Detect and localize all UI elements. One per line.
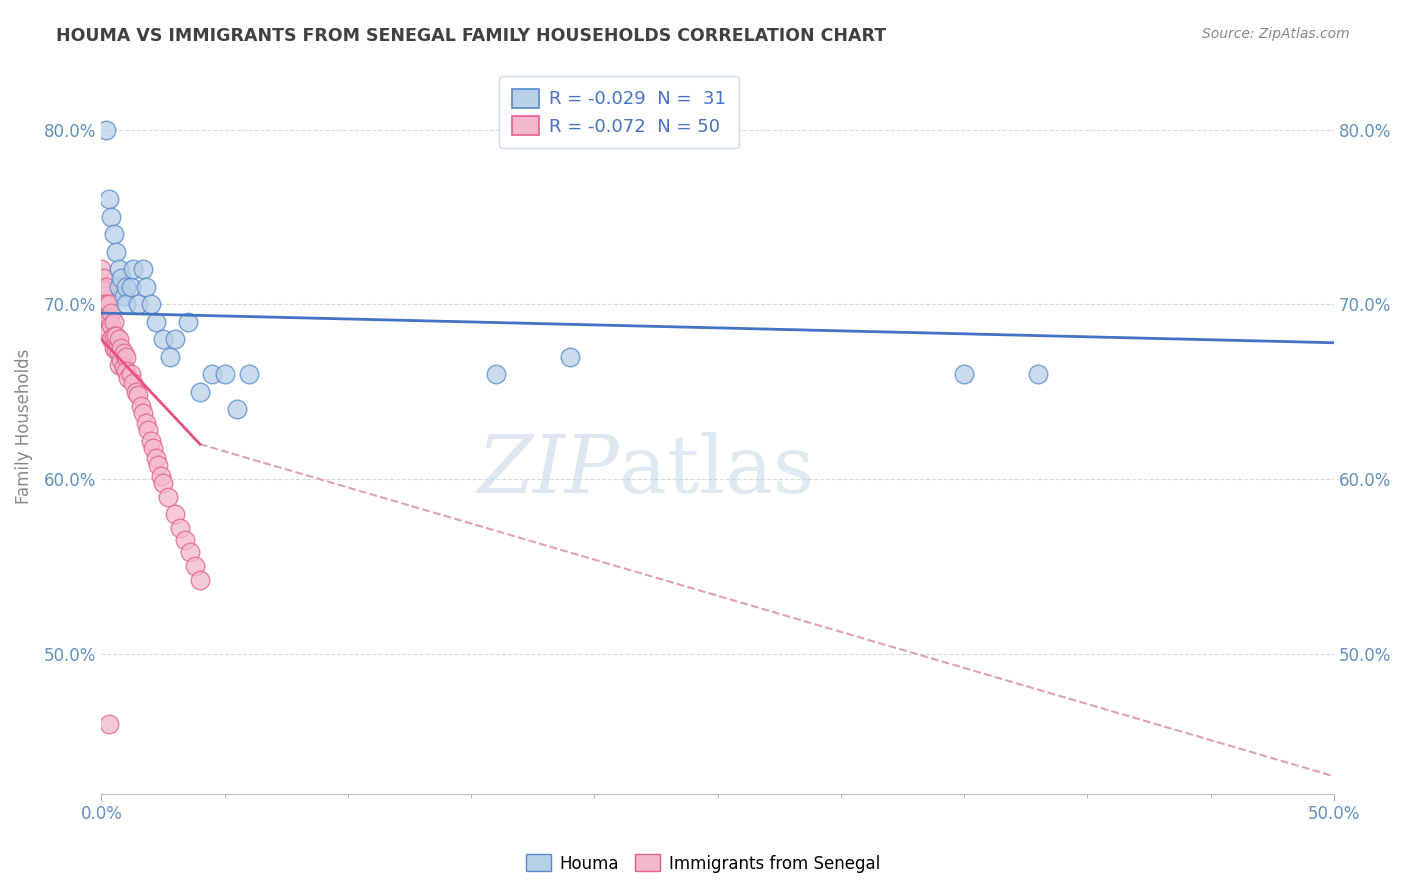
Point	[115, 350, 138, 364]
Point	[145, 451, 167, 466]
Text: atlas: atlas	[619, 432, 814, 509]
Point	[156, 490, 179, 504]
Point	[132, 262, 155, 277]
Point	[105, 244, 128, 259]
Point	[120, 280, 142, 294]
Point	[100, 306, 122, 320]
Point	[97, 324, 120, 338]
Point	[145, 315, 167, 329]
Point	[107, 280, 129, 294]
Point	[226, 402, 249, 417]
Point	[103, 315, 125, 329]
Point	[112, 346, 135, 360]
Point	[159, 350, 181, 364]
Point	[165, 332, 187, 346]
Text: ZIP: ZIP	[477, 432, 619, 509]
Point	[107, 262, 129, 277]
Point	[103, 341, 125, 355]
Point	[96, 122, 118, 136]
Point	[149, 468, 172, 483]
Point	[110, 271, 132, 285]
Point	[139, 434, 162, 448]
Point	[112, 360, 135, 375]
Point	[169, 521, 191, 535]
Legend: Houma, Immigrants from Senegal: Houma, Immigrants from Senegal	[519, 847, 887, 880]
Point	[105, 328, 128, 343]
Text: HOUMA VS IMMIGRANTS FROM SENEGAL FAMILY HOUSEHOLDS CORRELATION CHART: HOUMA VS IMMIGRANTS FROM SENEGAL FAMILY …	[56, 27, 886, 45]
Point	[238, 368, 260, 382]
Point	[142, 441, 165, 455]
Point	[97, 297, 120, 311]
Point	[107, 359, 129, 373]
Point	[117, 370, 139, 384]
Point	[184, 559, 207, 574]
Point	[115, 297, 138, 311]
Point	[146, 458, 169, 472]
Point	[122, 376, 145, 390]
Point	[103, 328, 125, 343]
Point	[135, 416, 157, 430]
Legend: R = -0.029  N =  31, R = -0.072  N = 50: R = -0.029 N = 31, R = -0.072 N = 50	[499, 76, 740, 148]
Point	[129, 399, 152, 413]
Point	[179, 545, 201, 559]
Point	[122, 262, 145, 277]
Point	[90, 280, 112, 294]
Point	[112, 288, 135, 302]
Point	[107, 346, 129, 360]
Point	[107, 332, 129, 346]
Point	[97, 311, 120, 326]
Point	[152, 332, 174, 346]
Point	[96, 297, 118, 311]
Point	[139, 297, 162, 311]
Point	[125, 384, 148, 399]
Point	[1026, 368, 1049, 382]
Point	[110, 353, 132, 368]
Point	[110, 341, 132, 355]
Point	[97, 193, 120, 207]
Point	[105, 343, 128, 357]
Point	[127, 297, 149, 311]
Point	[90, 262, 112, 277]
Point	[120, 368, 142, 382]
Point	[136, 423, 159, 437]
Point	[165, 507, 187, 521]
Point	[188, 574, 211, 588]
Point	[953, 368, 976, 382]
Point	[93, 283, 115, 297]
Point	[100, 210, 122, 224]
Point	[188, 384, 211, 399]
Point	[103, 227, 125, 242]
Point	[96, 280, 118, 294]
Point	[135, 280, 157, 294]
Point	[485, 368, 508, 382]
Point	[93, 297, 115, 311]
Point	[132, 406, 155, 420]
Point	[152, 475, 174, 490]
Point	[214, 368, 236, 382]
Point	[100, 318, 122, 333]
Point	[176, 315, 198, 329]
Point	[115, 280, 138, 294]
Point	[100, 332, 122, 346]
Point	[558, 350, 581, 364]
Point	[93, 271, 115, 285]
Point	[96, 311, 118, 326]
Point	[115, 364, 138, 378]
Point	[127, 388, 149, 402]
Y-axis label: Family Households: Family Households	[15, 349, 32, 504]
Text: Source: ZipAtlas.com: Source: ZipAtlas.com	[1202, 27, 1350, 41]
Point	[97, 716, 120, 731]
Point	[174, 533, 197, 548]
Point	[201, 368, 224, 382]
